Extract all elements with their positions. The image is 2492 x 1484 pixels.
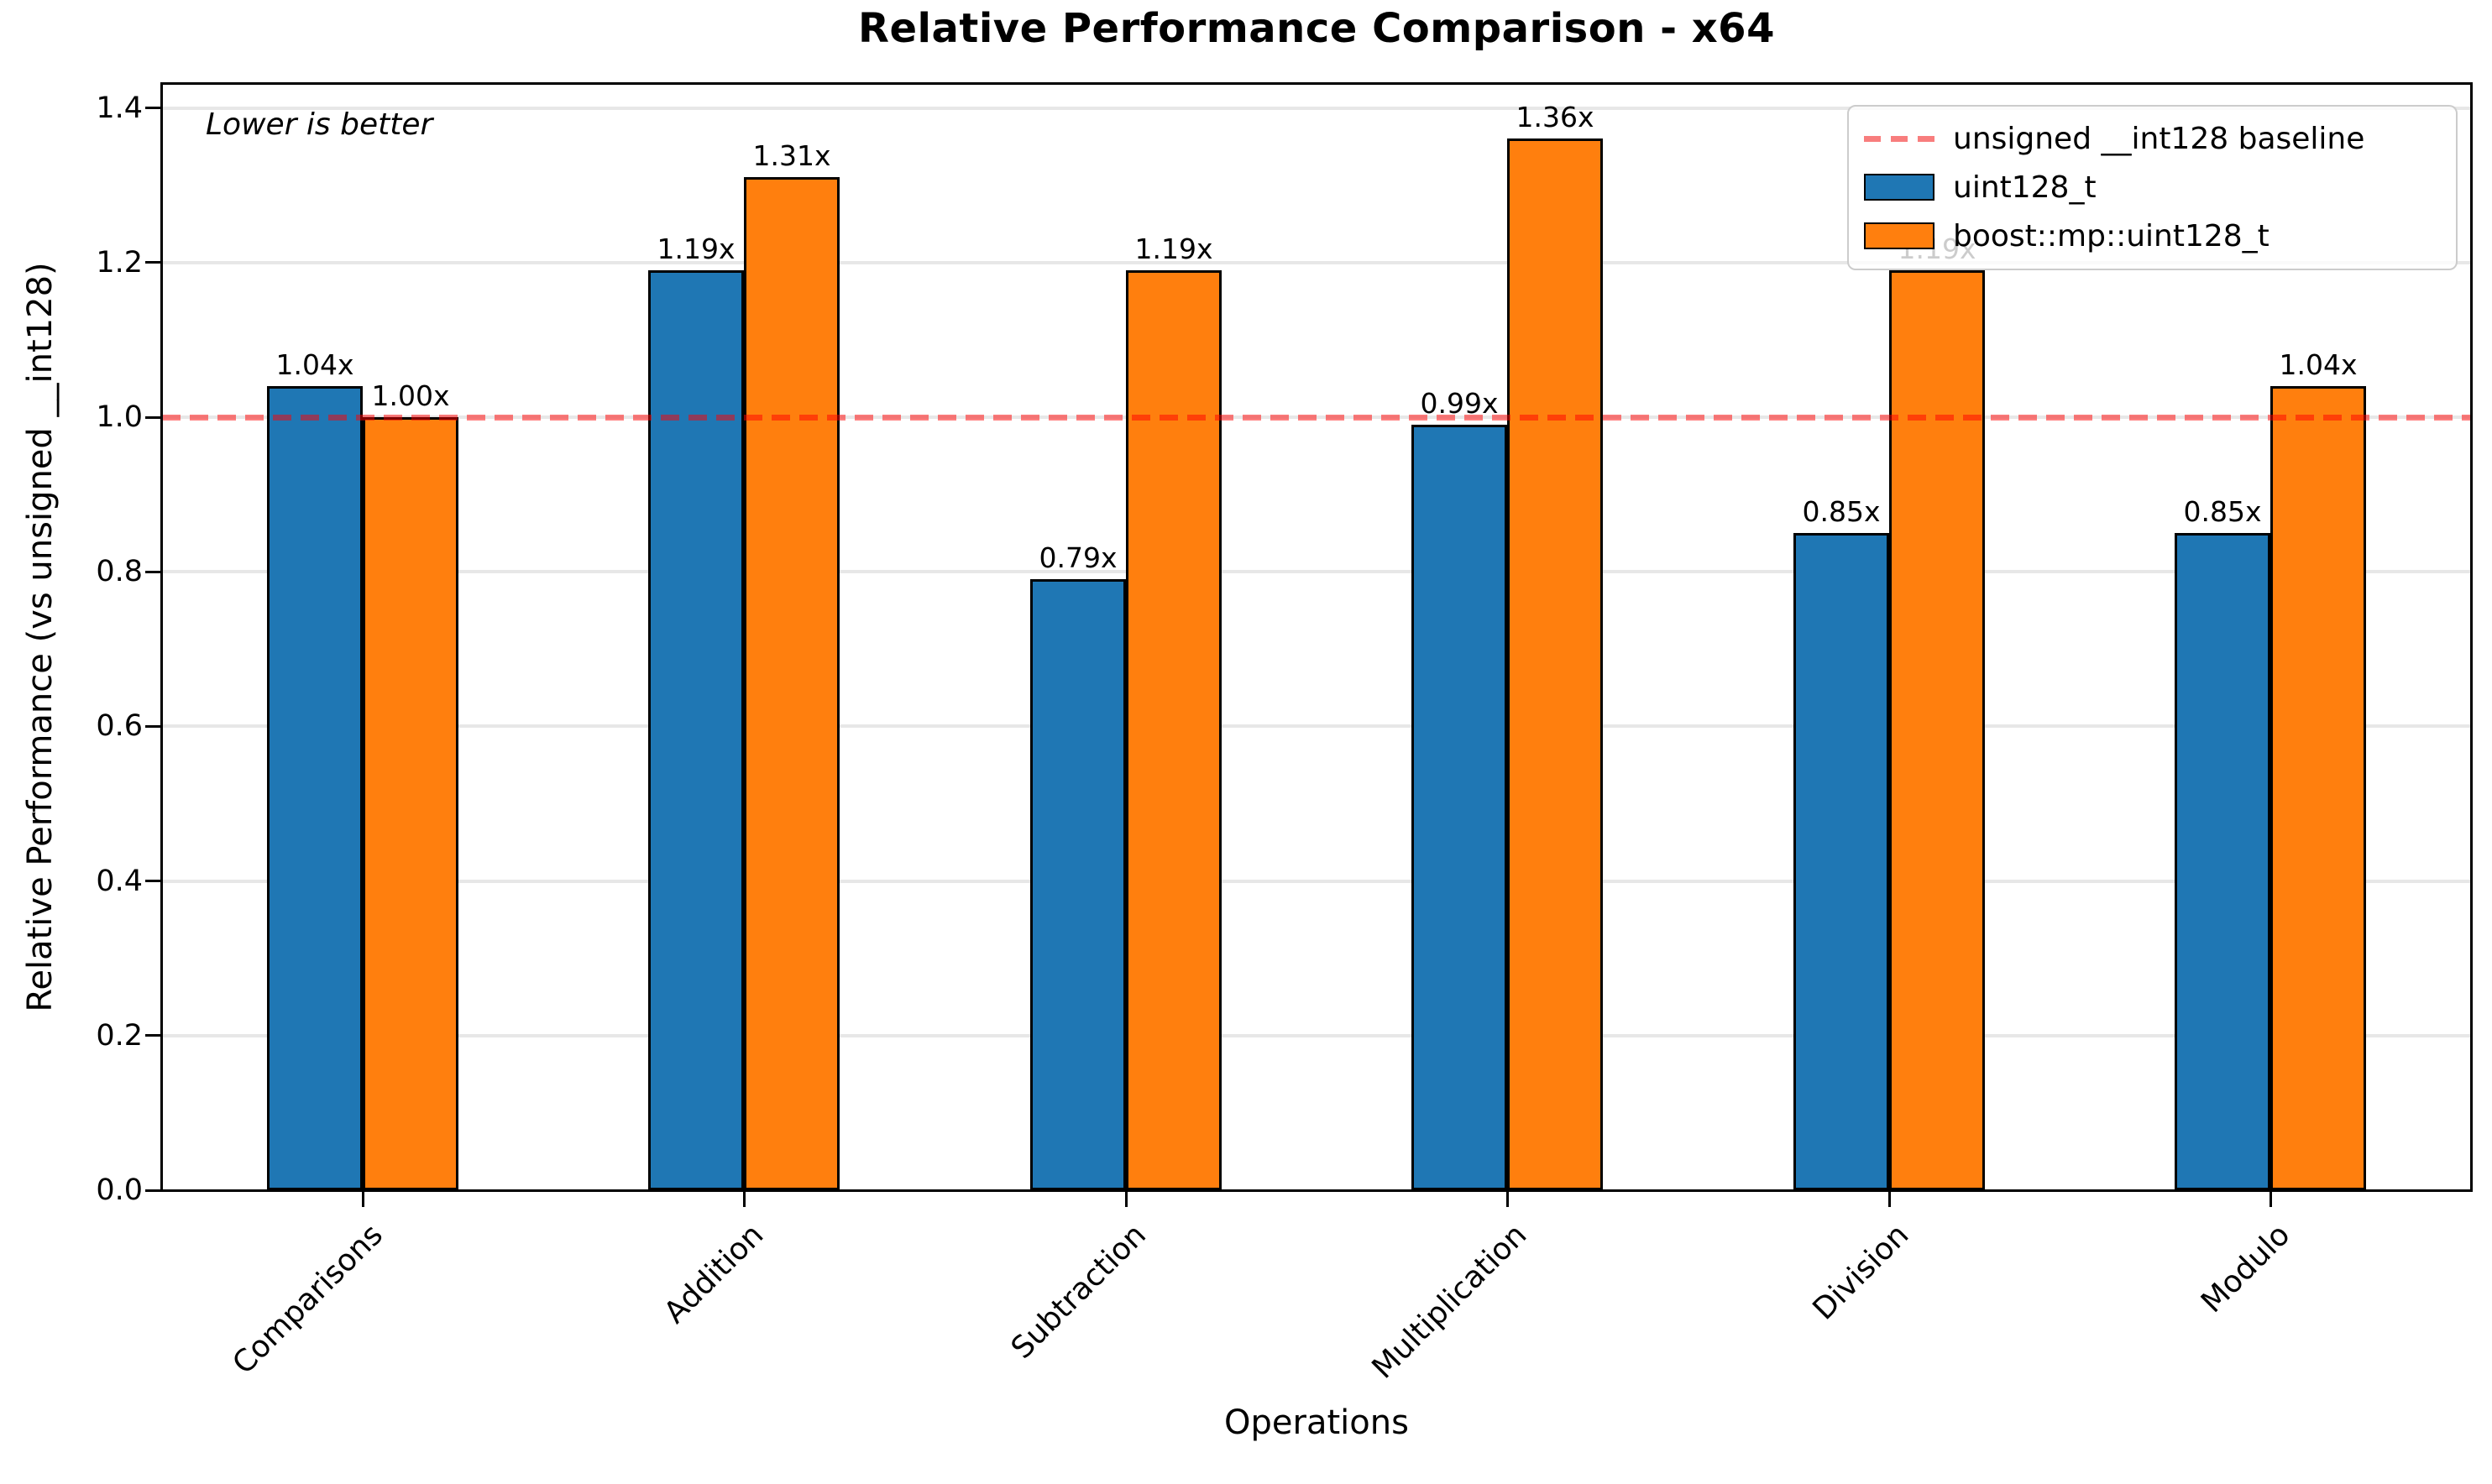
y-tick-label-0.8: 0.8 xyxy=(96,555,143,589)
legend-entry-baseline: unsigned __int128 baseline xyxy=(1864,122,2441,156)
bar-value-label-uint128-t-subtraction: 0.79x xyxy=(1039,541,1118,575)
x-tick-label-addition: Addition xyxy=(657,1217,771,1330)
bar-value-label-uint128-t-multiplication: 0.99x xyxy=(1420,387,1499,421)
y-tick-mark-1.0 xyxy=(145,415,162,419)
y-tick-mark-0.0 xyxy=(145,1189,162,1192)
x-axis-label: Operations xyxy=(1224,1403,1409,1442)
gridline-0.2 xyxy=(162,1033,2471,1037)
x-tick-label-modulo: Modulo xyxy=(2195,1217,2297,1320)
annotation-lower-is-better: Lower is better xyxy=(206,107,433,142)
bar-boost-mp-uint128-t-comparisons xyxy=(363,417,458,1190)
y-tick-mark-0.6 xyxy=(145,724,162,728)
legend: unsigned __int128 baseline uint128_t boo… xyxy=(1847,105,2458,270)
bar-boost-mp-uint128-t-division xyxy=(1889,270,1985,1190)
bar-value-label-uint128-t-division: 0.85x xyxy=(1802,495,1881,529)
bar-value-label-boost-mp-uint128-t-addition: 1.31x xyxy=(752,139,831,173)
y-tick-label-1.4: 1.4 xyxy=(96,91,143,125)
legend-label-uint128: uint128_t xyxy=(1953,170,2097,205)
y-tick-mark-0.8 xyxy=(145,570,162,573)
x-tick-mark-addition xyxy=(742,1190,746,1207)
bar-uint128-t-subtraction xyxy=(1030,579,1126,1190)
gridline-0.4 xyxy=(162,879,2471,883)
legend-entry-boost: boost::mp::uint128_t xyxy=(1864,219,2441,253)
bar-boost-mp-uint128-t-subtraction xyxy=(1126,270,1222,1190)
x-tick-mark-division xyxy=(1887,1190,1891,1207)
x-tick-label-multiplication: Multiplication xyxy=(1365,1217,1534,1386)
bar-boost-mp-uint128-t-modulo xyxy=(2270,386,2366,1190)
y-tick-label-1.2: 1.2 xyxy=(96,245,143,280)
bar-value-label-boost-mp-uint128-t-comparisons: 1.00x xyxy=(371,379,450,412)
uint128-color-swatch xyxy=(1864,174,1934,201)
x-tick-label-division: Division xyxy=(1806,1217,1916,1327)
gridline-0.8 xyxy=(162,570,2471,574)
bar-value-label-boost-mp-uint128-t-multiplication: 1.36x xyxy=(1516,101,1594,134)
bar-uint128-t-comparisons xyxy=(267,386,363,1190)
x-tick-label-comparisons: Comparisons xyxy=(226,1217,390,1382)
bar-boost-mp-uint128-t-addition xyxy=(744,177,840,1190)
bar-uint128-t-multiplication xyxy=(1411,425,1507,1190)
y-tick-label-0.0: 0.0 xyxy=(96,1173,143,1207)
bar-uint128-t-addition xyxy=(648,270,744,1190)
bar-value-label-boost-mp-uint128-t-modulo: 1.04x xyxy=(2279,348,2358,382)
bar-uint128-t-division xyxy=(1793,533,1889,1190)
legend-entry-uint128: uint128_t xyxy=(1864,170,2441,205)
x-tick-mark-modulo xyxy=(2269,1190,2272,1207)
x-tick-label-subtraction: Subtraction xyxy=(1004,1217,1153,1366)
y-tick-mark-0.2 xyxy=(145,1034,162,1037)
boost-color-swatch xyxy=(1864,222,1934,250)
legend-label-baseline: unsigned __int128 baseline xyxy=(1953,122,2365,157)
x-tick-mark-multiplication xyxy=(1505,1190,1509,1207)
plot-area: 1.04x 1.19x 0.79x 0.99x 0.85x 0.85x 1.00x 1.31x… xyxy=(162,84,2471,1190)
y-tick-label-0.2: 0.2 xyxy=(96,1018,143,1053)
bar-value-label-uint128-t-addition: 1.19x xyxy=(657,233,736,265)
y-tick-label-0.4: 0.4 xyxy=(96,864,143,898)
x-tick-mark-subtraction xyxy=(1124,1190,1128,1207)
y-tick-mark-0.4 xyxy=(145,880,162,883)
gridline-0.6 xyxy=(162,724,2471,729)
baseline-line xyxy=(162,415,2471,421)
y-tick-label-1.0: 1.0 xyxy=(96,400,143,434)
bar-value-label-boost-mp-uint128-t-subtraction: 1.19x xyxy=(1134,233,1213,265)
y-tick-label-0.6: 0.6 xyxy=(96,709,143,744)
bar-boost-mp-uint128-t-multiplication xyxy=(1507,138,1603,1190)
chart-title: Relative Performance Comparison - x64 xyxy=(858,5,1775,52)
bar-value-label-uint128-t-modulo: 0.85x xyxy=(2183,495,2262,529)
bar-value-label-uint128-t-comparisons: 1.04x xyxy=(275,348,354,382)
baseline-dashed-line-sample xyxy=(1864,136,1934,143)
y-axis-label: Relative Performance (vs unsigned __int1… xyxy=(21,262,60,1012)
bar-uint128-t-modulo xyxy=(2175,533,2270,1190)
gridline-1.2 xyxy=(162,260,2471,264)
y-tick-mark-1.4 xyxy=(145,107,162,110)
gridline-1.4 xyxy=(162,106,2471,110)
x-tick-mark-comparisons xyxy=(361,1190,364,1207)
legend-label-boost: boost::mp::uint128_t xyxy=(1953,218,2270,253)
y-tick-mark-1.2 xyxy=(145,261,162,264)
